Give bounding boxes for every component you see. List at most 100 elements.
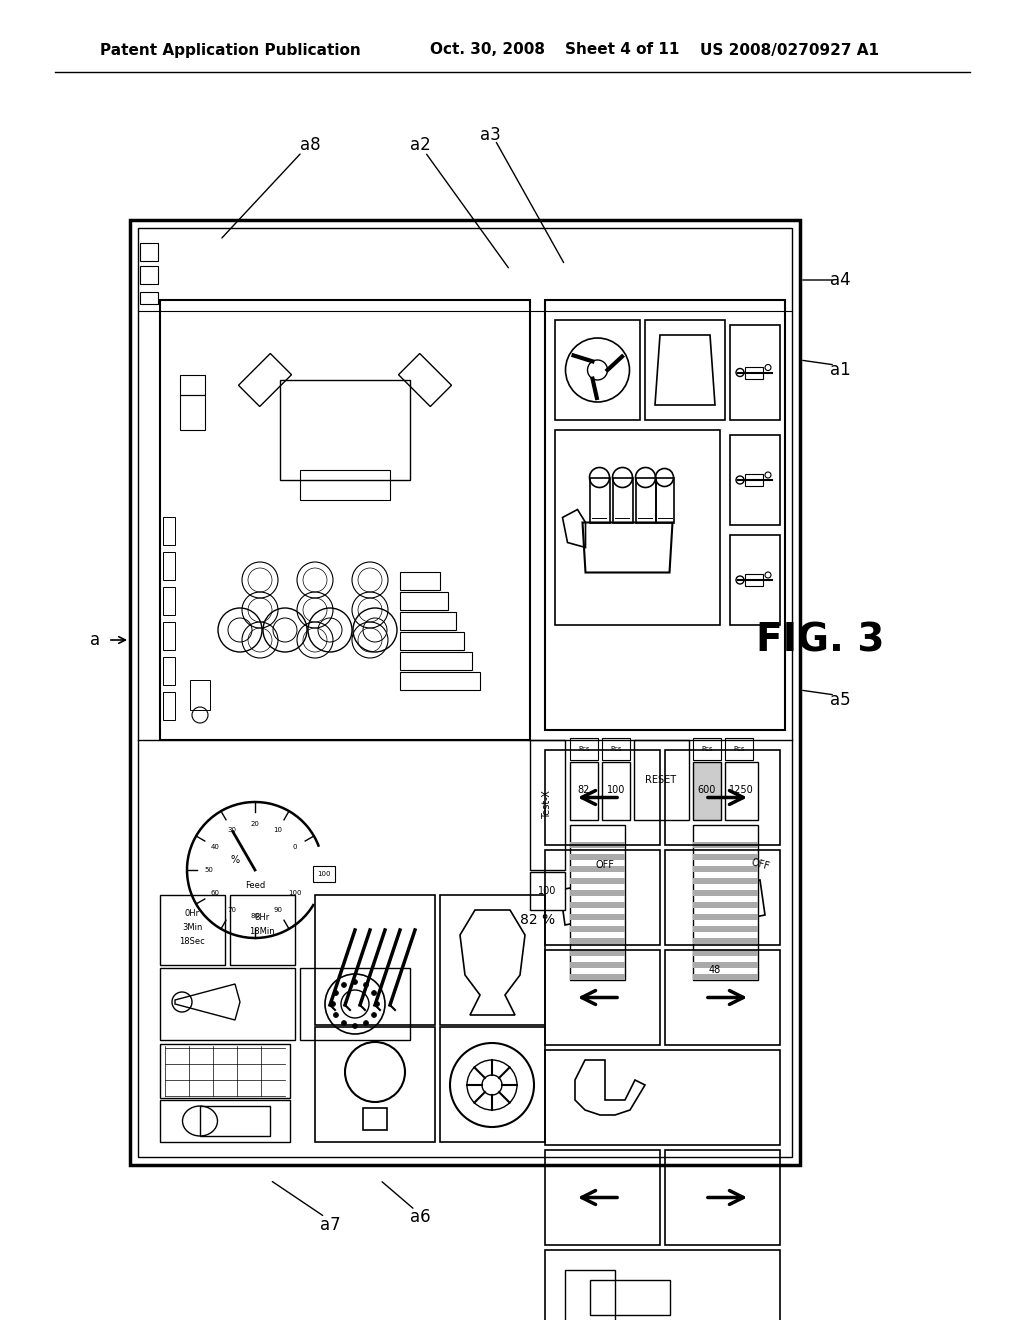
Bar: [570, 825, 625, 979]
Text: Pcs: Pcs: [579, 746, 590, 752]
Bar: [555, 319, 640, 420]
Circle shape: [372, 1012, 377, 1018]
Bar: [400, 612, 456, 630]
Bar: [140, 292, 158, 304]
Bar: [693, 854, 758, 861]
Text: 0Hr: 0Hr: [184, 908, 200, 917]
Bar: [665, 750, 780, 845]
Text: a4: a4: [829, 271, 850, 289]
Bar: [160, 895, 225, 965]
Circle shape: [364, 982, 369, 987]
Bar: [163, 552, 175, 579]
Bar: [570, 854, 625, 861]
Text: OFF: OFF: [750, 858, 770, 873]
Bar: [570, 939, 625, 944]
Bar: [570, 842, 625, 847]
Bar: [160, 1100, 290, 1142]
Text: a1: a1: [829, 360, 850, 379]
Text: 1250: 1250: [729, 785, 754, 795]
Circle shape: [375, 1002, 380, 1006]
Circle shape: [364, 1020, 369, 1026]
Bar: [545, 1150, 660, 1245]
Bar: [362, 1107, 387, 1130]
Bar: [655, 478, 674, 523]
Bar: [163, 657, 175, 685]
Bar: [300, 470, 390, 500]
Bar: [725, 762, 758, 820]
Text: 90: 90: [273, 907, 283, 913]
Text: a2: a2: [410, 136, 430, 154]
Text: a7: a7: [319, 1216, 340, 1234]
Bar: [400, 632, 464, 649]
Bar: [440, 1027, 545, 1142]
Bar: [555, 430, 720, 624]
Bar: [140, 243, 158, 261]
Bar: [693, 866, 758, 873]
Text: OFF: OFF: [596, 861, 614, 870]
Bar: [530, 741, 565, 870]
Text: RESET: RESET: [645, 775, 677, 785]
Text: a8: a8: [300, 136, 321, 154]
Bar: [570, 962, 625, 968]
Bar: [163, 517, 175, 545]
Bar: [160, 968, 295, 1040]
Text: Pcs: Pcs: [701, 746, 713, 752]
Bar: [545, 950, 660, 1045]
Text: Pcs: Pcs: [733, 746, 744, 752]
Circle shape: [334, 1012, 339, 1018]
Bar: [313, 866, 335, 882]
Bar: [315, 1027, 435, 1142]
Bar: [693, 950, 758, 956]
Bar: [693, 939, 758, 944]
Text: 18Sec: 18Sec: [179, 936, 205, 945]
Bar: [180, 395, 205, 430]
Bar: [545, 850, 660, 945]
Text: Oct. 30, 2008: Oct. 30, 2008: [430, 42, 545, 58]
Bar: [634, 741, 689, 820]
Bar: [693, 738, 721, 760]
Bar: [400, 652, 472, 671]
Circle shape: [341, 982, 346, 987]
Circle shape: [334, 990, 339, 995]
Bar: [612, 478, 633, 523]
Bar: [693, 913, 758, 920]
Bar: [570, 738, 598, 760]
Bar: [190, 680, 210, 710]
Text: Test-X: Test-X: [543, 791, 553, 820]
Text: 0: 0: [293, 843, 297, 850]
Bar: [200, 1106, 270, 1137]
Bar: [163, 622, 175, 649]
Bar: [665, 950, 780, 1045]
Bar: [590, 478, 609, 523]
Text: 100: 100: [288, 890, 302, 896]
Bar: [693, 878, 758, 884]
Text: a: a: [90, 631, 100, 649]
Text: 100: 100: [607, 785, 626, 795]
Text: 82: 82: [578, 785, 590, 795]
Bar: [230, 895, 295, 965]
Bar: [545, 750, 660, 845]
Bar: [645, 319, 725, 420]
Bar: [400, 572, 440, 590]
Bar: [130, 220, 800, 1166]
Bar: [570, 950, 625, 956]
Circle shape: [352, 1023, 357, 1028]
Bar: [570, 974, 625, 979]
Circle shape: [331, 1002, 336, 1006]
Text: 100: 100: [539, 886, 557, 896]
Bar: [730, 325, 780, 420]
Bar: [693, 927, 758, 932]
Bar: [570, 913, 625, 920]
Bar: [693, 842, 758, 847]
Text: 50: 50: [205, 867, 213, 873]
Text: 80: 80: [251, 913, 259, 919]
Bar: [570, 890, 625, 896]
Bar: [570, 902, 625, 908]
Text: a3: a3: [479, 125, 501, 144]
Bar: [730, 436, 780, 525]
Bar: [745, 574, 763, 586]
Text: 30: 30: [227, 828, 237, 833]
Circle shape: [372, 990, 377, 995]
Bar: [745, 367, 763, 379]
Bar: [180, 375, 205, 395]
